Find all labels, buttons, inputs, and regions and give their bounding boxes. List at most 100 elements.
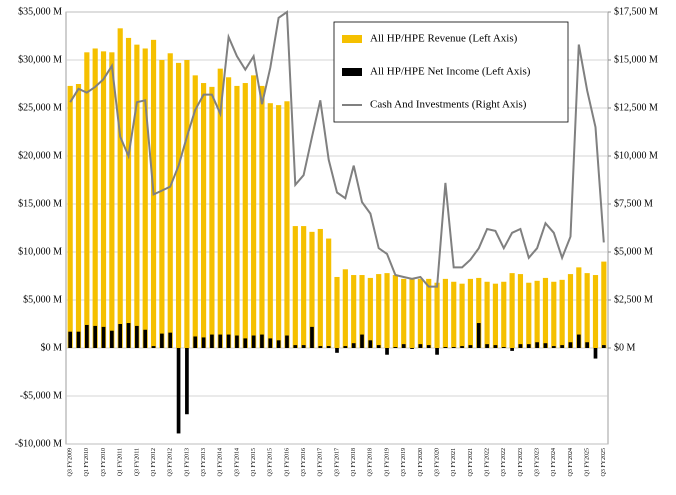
y2-tick-label: $7,500 M <box>614 198 653 209</box>
bar <box>309 231 315 348</box>
x-tick-label: Q1 FY2021 <box>451 448 457 477</box>
bar <box>392 275 398 348</box>
bar <box>118 324 123 348</box>
bar <box>226 77 232 348</box>
bar <box>251 335 256 348</box>
y2-tick-label: $5,000 M <box>614 246 653 257</box>
bar <box>318 346 323 348</box>
bar <box>226 334 231 348</box>
bar <box>418 344 423 348</box>
bar <box>576 267 582 348</box>
bar <box>217 68 223 348</box>
bar <box>168 332 173 348</box>
bar <box>534 280 540 348</box>
bar <box>435 348 439 355</box>
y-tick-label: $5,000 M <box>23 294 62 305</box>
bar <box>543 343 548 348</box>
bar <box>335 348 339 353</box>
bar <box>484 281 490 348</box>
bar <box>234 85 240 349</box>
y-tick-label: -$5,000 M <box>20 390 62 401</box>
bar <box>376 345 381 348</box>
bar <box>468 345 473 348</box>
y-tick-label: $25,000 M <box>18 102 62 113</box>
y2-tick-label: $15,000 M <box>614 54 658 65</box>
x-tick-label: Q1 FY2017 <box>318 448 324 477</box>
bar <box>542 277 549 348</box>
bar <box>176 348 181 434</box>
bar <box>426 278 432 348</box>
bar <box>410 348 414 349</box>
bar <box>384 273 390 348</box>
y2-tick-label: $17,500 M <box>614 6 658 17</box>
bar <box>292 226 298 348</box>
x-tick-label: Q1 FY2016 <box>284 448 290 477</box>
bar <box>160 333 164 348</box>
bar <box>509 273 515 348</box>
bar <box>492 283 499 348</box>
bar <box>218 334 223 348</box>
bar <box>359 275 365 348</box>
x-tick-label: Q3 FY2021 <box>468 448 474 477</box>
bar <box>192 75 198 349</box>
bar <box>485 344 489 348</box>
bar <box>167 53 173 348</box>
bar <box>143 329 148 348</box>
bar <box>200 83 207 348</box>
bar <box>210 334 214 348</box>
bar <box>243 338 248 348</box>
bar <box>92 48 98 348</box>
bar <box>267 103 273 348</box>
bar <box>185 348 189 415</box>
bar <box>568 342 573 348</box>
bar <box>360 334 364 348</box>
y-tick-label: -$10,000 M <box>15 438 62 449</box>
bar <box>93 325 98 348</box>
bar <box>409 277 415 348</box>
x-tick-label: Q1 FY2012 <box>151 448 157 477</box>
x-tick-label: Q1 FY2015 <box>251 448 257 477</box>
bar <box>460 346 464 348</box>
bar <box>293 345 298 348</box>
bar <box>526 282 532 348</box>
x-tick-label: Q3 FY2022 <box>501 448 507 477</box>
bar <box>517 274 524 348</box>
x-tick-label: Q1 FY2013 <box>184 448 190 477</box>
bar <box>84 52 90 348</box>
legend-swatch <box>342 35 362 43</box>
bar <box>476 323 481 348</box>
bar <box>334 276 340 348</box>
legend <box>333 21 569 123</box>
bar <box>109 52 115 348</box>
bar <box>201 337 206 348</box>
bar <box>142 48 148 348</box>
x-tick-label: Q3 FY2025 <box>601 448 607 477</box>
bar <box>592 275 599 348</box>
bar <box>276 105 282 349</box>
bar <box>401 278 407 348</box>
bar <box>442 278 448 348</box>
bar <box>451 347 456 348</box>
bar <box>476 277 482 348</box>
bar <box>193 336 198 348</box>
bar <box>284 101 290 348</box>
bar <box>159 60 165 348</box>
x-tick-label: Q3 FY2012 <box>168 448 174 477</box>
bar <box>151 346 156 348</box>
bar <box>559 279 565 348</box>
x-tick-label: Q1 FY2024 <box>551 448 557 477</box>
bar <box>301 345 306 348</box>
bar <box>343 346 348 348</box>
bar <box>443 347 448 348</box>
bar <box>551 346 556 348</box>
bar <box>276 340 281 348</box>
bar <box>126 323 131 348</box>
legend-label: All HP/HPE Revenue (Left Axis) <box>370 33 518 45</box>
bar <box>75 84 82 348</box>
x-tick-label: Q3 FY2009 <box>68 448 74 477</box>
x-tick-label: Q1 FY2023 <box>518 448 524 477</box>
bar <box>518 344 523 348</box>
y-tick-label: $20,000 M <box>18 150 62 161</box>
bar <box>209 86 215 348</box>
